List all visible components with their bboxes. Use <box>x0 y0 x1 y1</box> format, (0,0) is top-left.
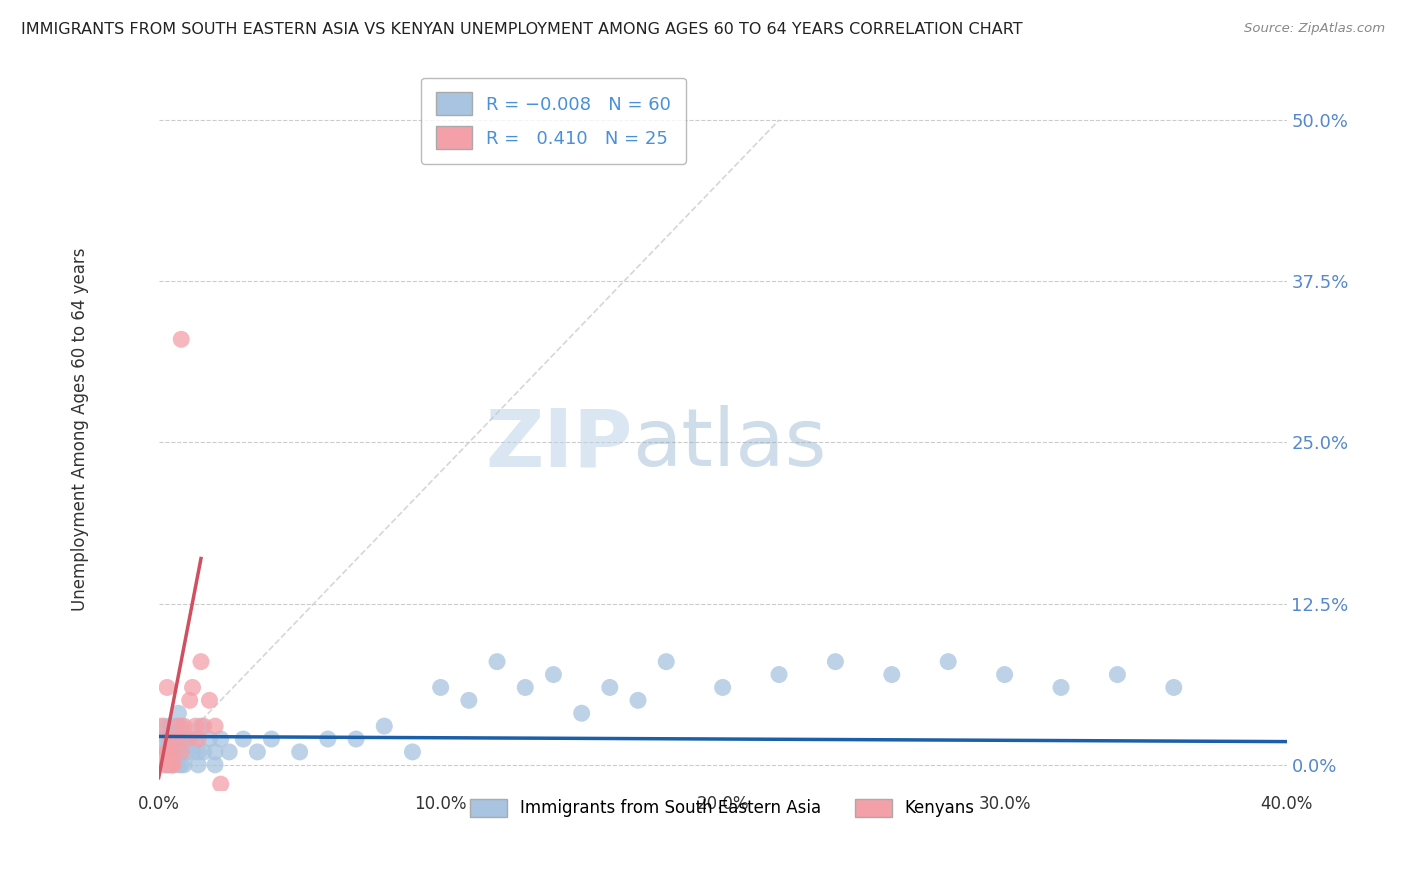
Point <box>209 732 232 747</box>
Point <box>571 706 593 721</box>
Point <box>176 732 198 747</box>
Point <box>344 732 367 747</box>
Point <box>190 719 212 733</box>
Point <box>401 745 423 759</box>
Point <box>486 655 509 669</box>
Point <box>994 667 1017 681</box>
Point <box>159 719 181 733</box>
Point <box>187 732 209 747</box>
Point <box>150 732 173 747</box>
Point <box>176 745 198 759</box>
Point <box>184 732 207 747</box>
Point <box>167 706 190 721</box>
Point <box>156 681 179 695</box>
Point <box>457 693 479 707</box>
Point <box>170 745 193 759</box>
Point <box>655 655 678 669</box>
Point <box>181 681 204 695</box>
Point <box>543 667 565 681</box>
Point <box>153 719 176 733</box>
Point <box>159 732 181 747</box>
Point <box>162 732 184 747</box>
Point <box>824 655 846 669</box>
Point <box>167 719 190 733</box>
Point <box>627 693 650 707</box>
Point <box>232 732 254 747</box>
Point <box>190 655 212 669</box>
Point <box>162 745 184 759</box>
Point <box>209 777 232 791</box>
Point <box>204 757 226 772</box>
Point <box>768 667 790 681</box>
Point <box>167 757 190 772</box>
Point <box>153 745 176 759</box>
Point <box>193 745 215 759</box>
Point <box>1107 667 1129 681</box>
Point <box>173 757 195 772</box>
Point <box>162 757 184 772</box>
Point <box>193 719 215 733</box>
Point <box>316 732 339 747</box>
Point <box>156 745 179 759</box>
Point <box>170 719 193 733</box>
Point <box>187 745 209 759</box>
Point <box>162 757 184 772</box>
Point <box>880 667 903 681</box>
Point <box>260 732 283 747</box>
Y-axis label: Unemployment Among Ages 60 to 64 years: Unemployment Among Ages 60 to 64 years <box>72 248 89 611</box>
Point <box>167 732 190 747</box>
Point <box>156 745 179 759</box>
Point <box>1050 681 1073 695</box>
Point <box>181 745 204 759</box>
Point <box>165 732 187 747</box>
Legend: Immigrants from South Eastern Asia, Kenyans: Immigrants from South Eastern Asia, Keny… <box>463 790 983 826</box>
Point <box>159 757 181 772</box>
Point <box>1163 681 1185 695</box>
Point <box>218 745 240 759</box>
Point <box>173 719 195 733</box>
Point <box>179 693 201 707</box>
Point <box>156 757 179 772</box>
Point <box>179 732 201 747</box>
Point <box>165 719 187 733</box>
Point <box>204 719 226 733</box>
Point <box>198 732 221 747</box>
Point <box>170 745 193 759</box>
Point <box>373 719 395 733</box>
Text: atlas: atlas <box>633 405 827 483</box>
Point <box>162 757 184 772</box>
Point <box>170 757 193 772</box>
Text: Source: ZipAtlas.com: Source: ZipAtlas.com <box>1244 22 1385 36</box>
Point <box>159 745 181 759</box>
Text: ZIP: ZIP <box>485 405 633 483</box>
Point <box>515 681 537 695</box>
Point <box>198 693 221 707</box>
Point <box>150 719 173 733</box>
Point <box>204 745 226 759</box>
Point <box>170 332 193 346</box>
Text: IMMIGRANTS FROM SOUTH EASTERN ASIA VS KENYAN UNEMPLOYMENT AMONG AGES 60 TO 64 YE: IMMIGRANTS FROM SOUTH EASTERN ASIA VS KE… <box>21 22 1022 37</box>
Point <box>184 719 207 733</box>
Point <box>153 757 176 772</box>
Point <box>162 745 184 759</box>
Point <box>165 745 187 759</box>
Point <box>599 681 621 695</box>
Point <box>176 732 198 747</box>
Point <box>246 745 269 759</box>
Point <box>187 757 209 772</box>
Point <box>288 745 311 759</box>
Point <box>429 681 451 695</box>
Point <box>156 732 179 747</box>
Point <box>711 681 734 695</box>
Point <box>936 655 959 669</box>
Point <box>156 757 179 772</box>
